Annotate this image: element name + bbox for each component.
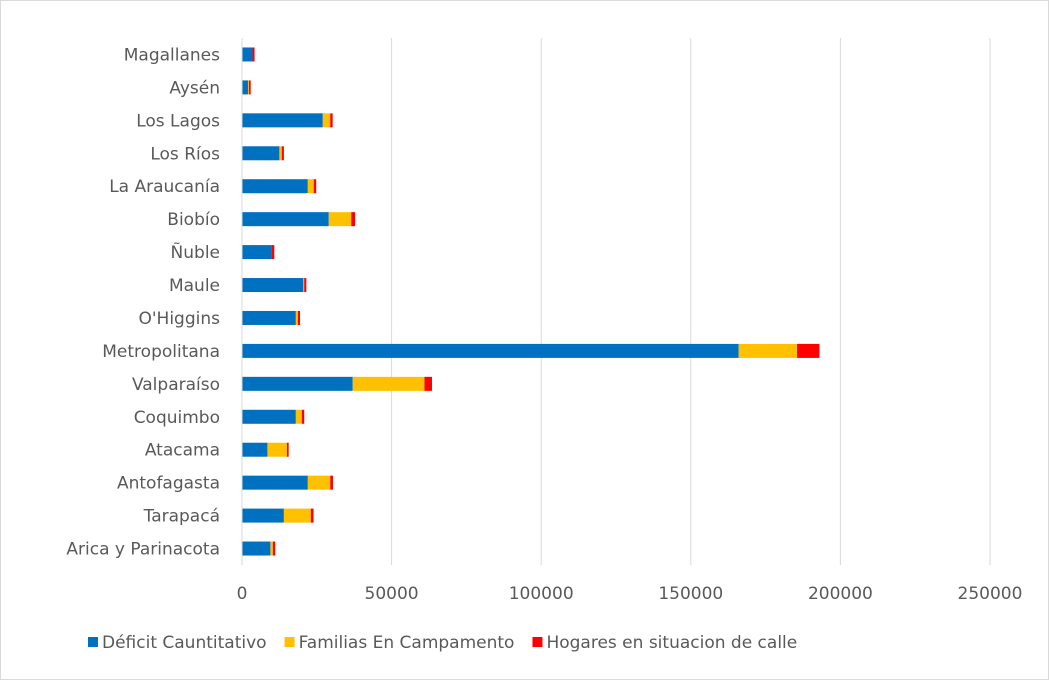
y-tick-label: Aysén: [169, 78, 220, 98]
y-tick-label: Tarapacá: [143, 507, 220, 527]
legend-swatch: [284, 637, 295, 647]
y-tick-label: Valparaíso: [132, 375, 220, 395]
x-tick-label: 200000: [808, 584, 873, 604]
y-tick-label: Biobío: [167, 210, 220, 230]
bar-segment: [272, 541, 276, 556]
y-tick-label: Ñuble: [171, 241, 220, 263]
bar-segment: [330, 113, 333, 128]
y-tick-label: Atacama: [145, 441, 220, 461]
bar-segment: [252, 47, 255, 62]
bar-segment: [322, 113, 331, 128]
y-tick-label: Coquimbo: [134, 408, 220, 428]
bar-segment: [330, 475, 333, 490]
legend-swatch: [532, 637, 543, 647]
bar-segment: [242, 310, 296, 325]
x-tick-label: 250000: [958, 584, 1023, 604]
bar-segment: [242, 409, 296, 424]
legend-label: Hogares en situacion de calle: [546, 633, 797, 653]
y-tick-label: Maule: [169, 276, 220, 296]
bar-segment: [295, 310, 298, 325]
bar-segment: [242, 376, 353, 391]
bar-segment: [242, 278, 304, 293]
bar-segment: [242, 541, 271, 556]
y-tick-label: La Araucanía: [109, 177, 220, 197]
bar-segment: [267, 442, 287, 457]
y-tick-label: Metropolitana: [102, 342, 220, 362]
bar-segment: [307, 179, 314, 194]
bar-segment: [242, 146, 280, 161]
bar-segment: [242, 113, 323, 128]
bar-segment: [242, 245, 272, 260]
bar-segment: [281, 146, 284, 161]
y-tick-label: Magallanes: [124, 45, 220, 65]
bar-segment: [248, 80, 251, 95]
bar-segment: [738, 343, 798, 358]
bar-segment: [242, 442, 268, 457]
bar-segment: [242, 508, 284, 523]
y-tick-label: Arica y Parinacota: [66, 540, 220, 560]
x-tick-label: 100000: [509, 584, 574, 604]
bar-segment: [307, 475, 331, 490]
bar-segment: [242, 212, 329, 227]
bar-segment: [242, 179, 308, 194]
x-tick-label: 50000: [365, 584, 419, 604]
bar-segment: [310, 508, 314, 523]
bar-segment: [242, 80, 248, 95]
y-tick-label: Los Ríos: [150, 144, 220, 164]
bar-segment: [313, 179, 317, 194]
y-tick-label: Los Lagos: [136, 111, 220, 131]
bar-segment: [797, 343, 820, 358]
y-tick-label: Antofagasta: [117, 474, 220, 494]
bar-segment: [424, 376, 432, 391]
bar-segment: [297, 310, 301, 325]
bar-segment: [242, 343, 739, 358]
bar-segment: [242, 475, 308, 490]
legend-label: Familias En Campamento: [299, 633, 515, 653]
x-tick-label: 150000: [658, 584, 723, 604]
bar-segment: [304, 278, 307, 293]
bar-segment: [270, 541, 273, 556]
bar-segment: [286, 442, 289, 457]
x-tick-label: 0: [237, 584, 248, 604]
legend-label: Déficit Cauntitativo: [102, 633, 267, 653]
bar-segment: [279, 146, 282, 161]
bar-segment: [271, 245, 275, 260]
bar-segment: [301, 409, 305, 424]
bar-segment: [283, 508, 311, 523]
y-tick-label: O'Higgins: [139, 309, 221, 329]
bar-segment: [295, 409, 302, 424]
bar-segment: [352, 376, 425, 391]
legend-swatch: [88, 637, 98, 647]
bar-segment: [247, 80, 249, 95]
bar-segment: [242, 47, 253, 62]
bar-segment: [328, 212, 352, 227]
bar-segment: [351, 212, 356, 227]
bar-segment: [303, 278, 305, 293]
